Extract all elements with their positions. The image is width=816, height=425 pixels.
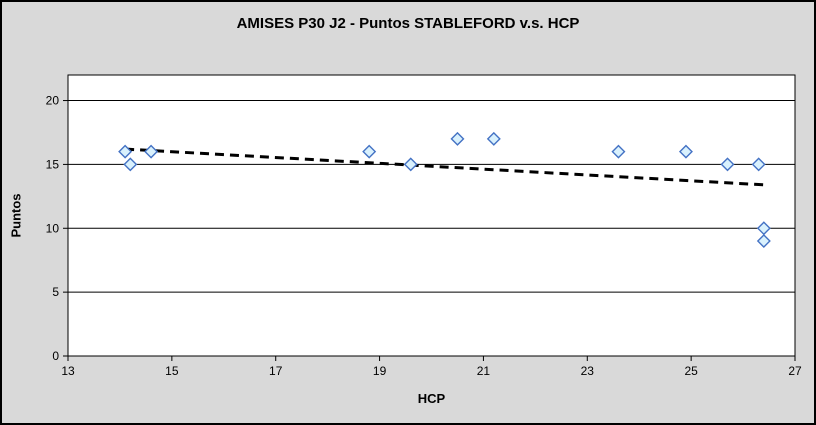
trendline [125,147,764,187]
data-point-marker [118,144,133,159]
x-tick-label: 23 [581,364,595,378]
data-point-marker [144,144,159,159]
x-tick-label: 25 [684,364,698,378]
data-point-marker [123,157,138,172]
data-point-marker [751,157,766,172]
data-point-marker [678,144,693,159]
x-tick-label: 19 [373,364,387,378]
data-point-marker [756,234,771,249]
y-tick-label: 0 [52,349,59,363]
data-point-marker [450,131,465,146]
x-tick-label: 21 [477,364,491,378]
chart-title: AMISES P30 J2 - Puntos STABLEFORD v.s. H… [236,15,580,32]
y-tick-label: 5 [52,285,59,299]
data-point-marker [362,144,377,159]
x-tick-label: 27 [788,364,802,378]
x-tick-label: 17 [269,364,283,378]
x-tick-label: 15 [165,364,179,378]
plot-area [67,74,796,357]
x-axis-title: HCP [417,391,446,406]
data-point-marker [720,157,735,172]
x-tick-label: 13 [61,364,75,378]
data-point-marker [403,157,418,172]
y-tick-label: 10 [46,221,60,235]
y-axis-title: Puntos [8,193,24,238]
y-tick-label: 15 [46,157,60,171]
data-point-marker [611,144,626,159]
data-point-marker [486,131,501,146]
y-tick-label: 20 [46,94,60,108]
